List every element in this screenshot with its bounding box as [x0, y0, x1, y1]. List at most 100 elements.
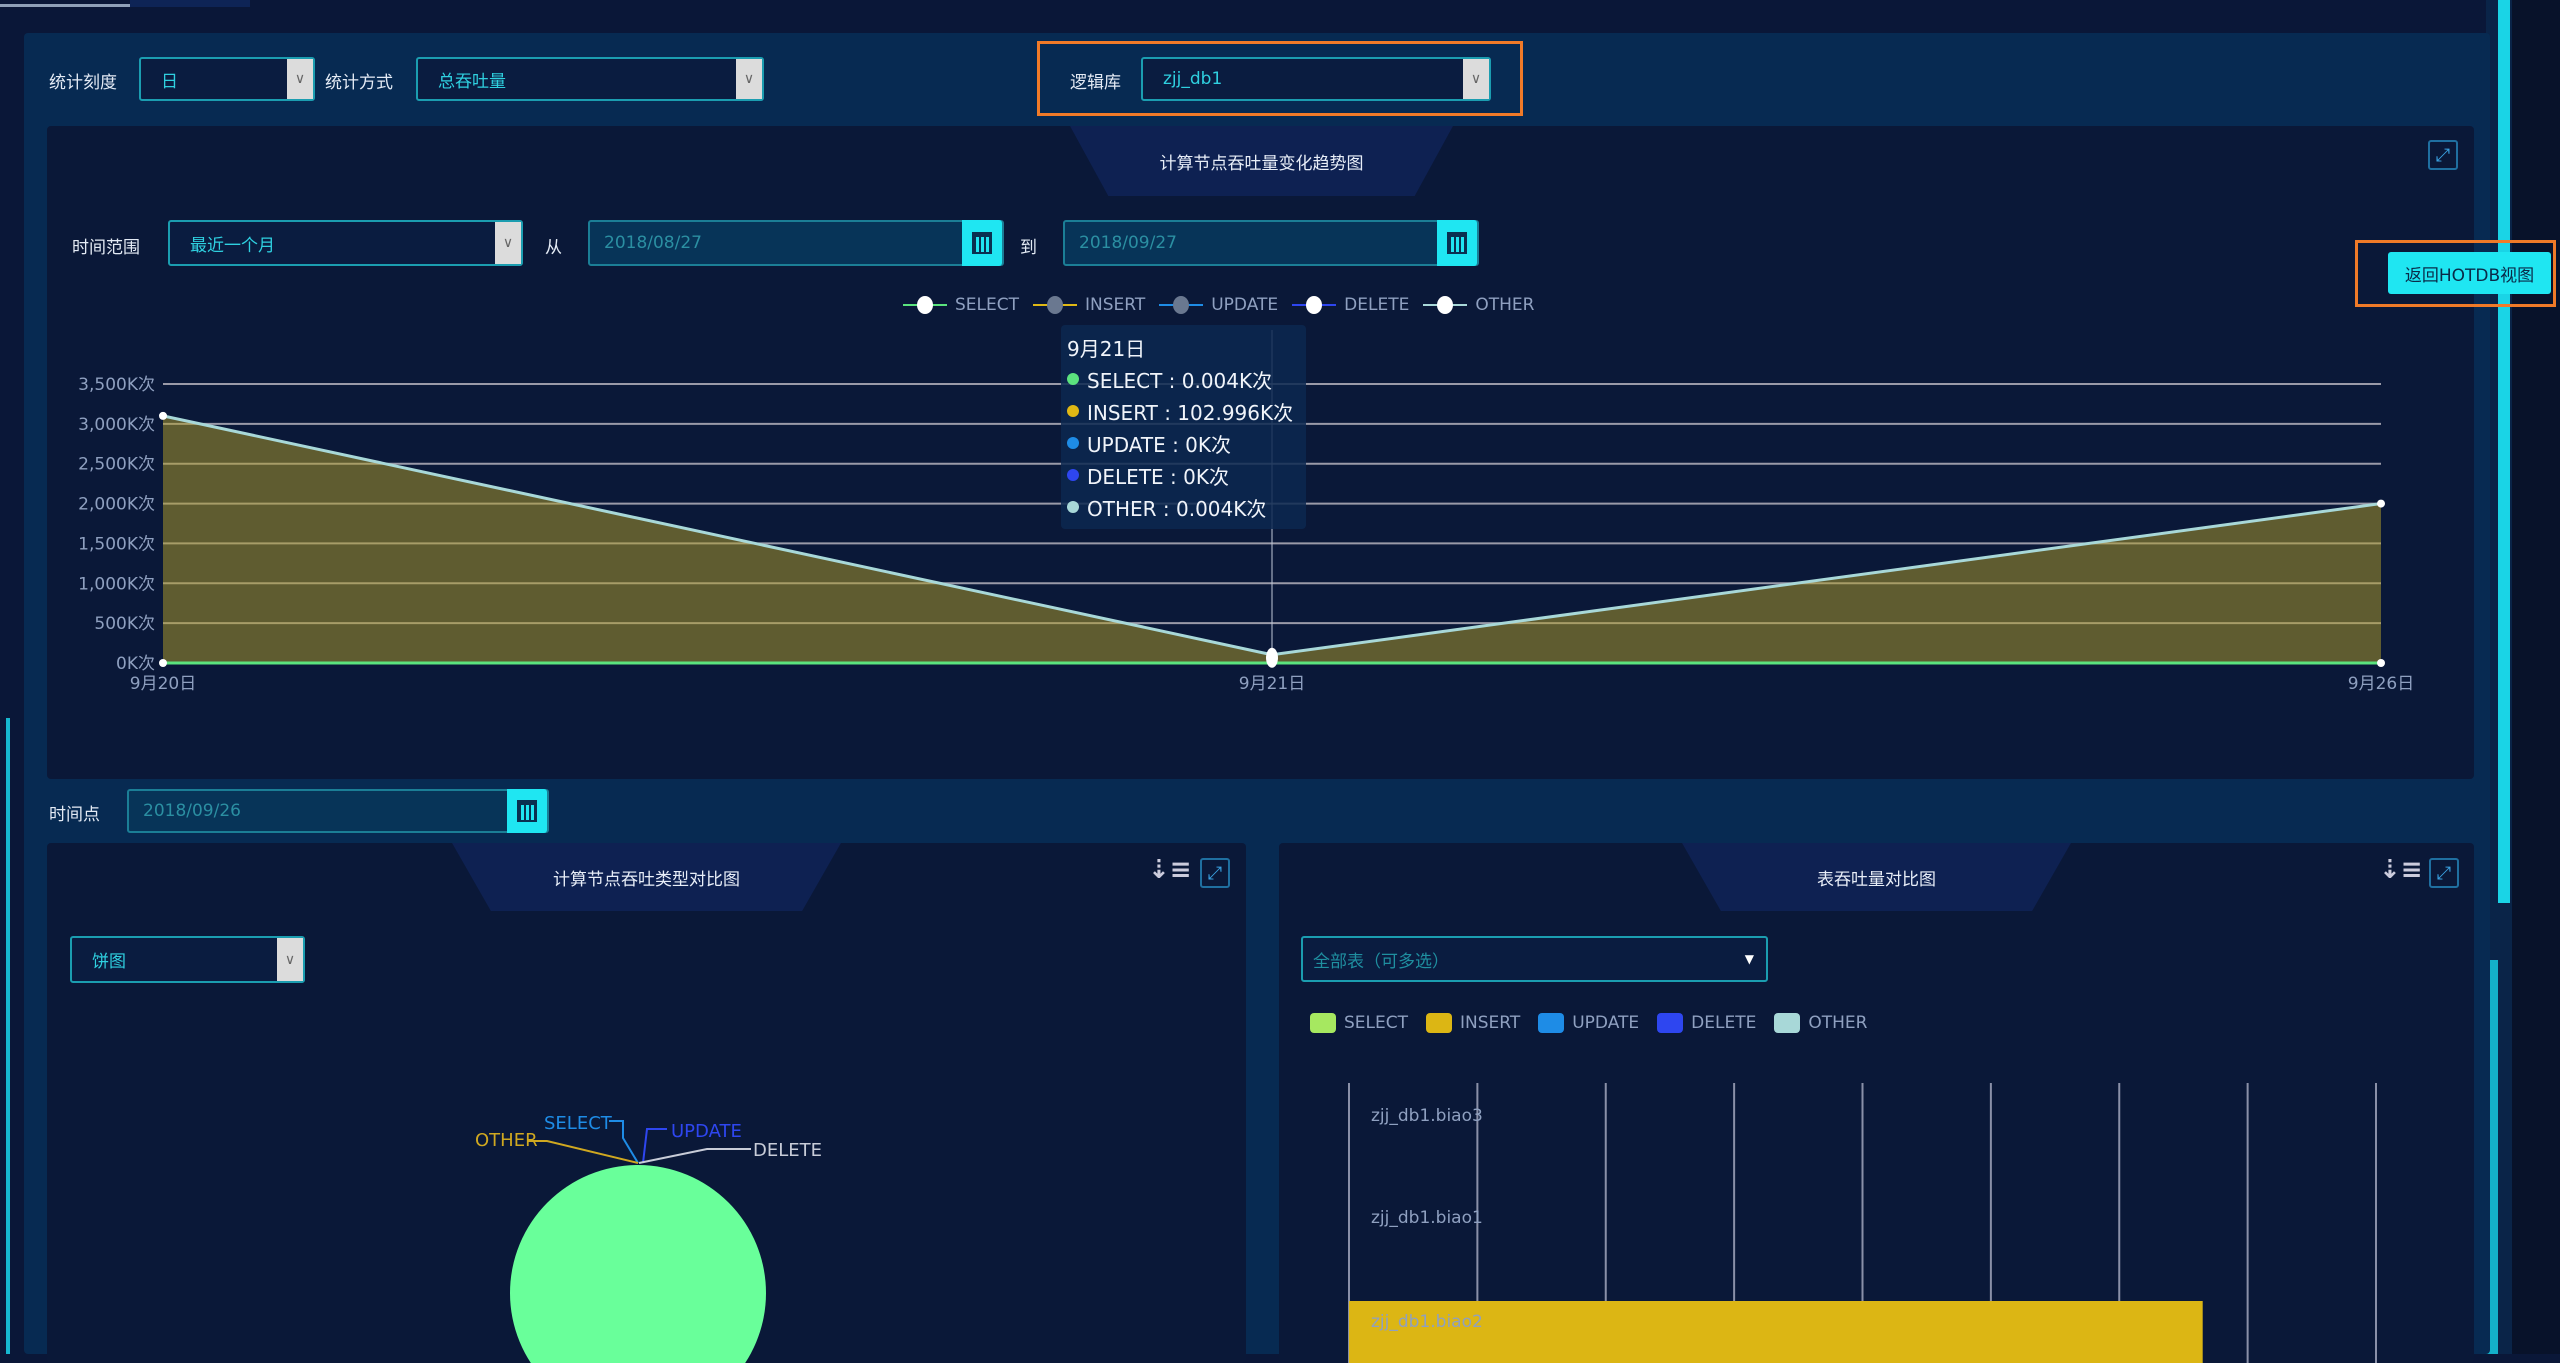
chart-type-select[interactable]: 饼图 ∨: [70, 936, 305, 983]
db-label: 逻辑库: [1070, 73, 1121, 93]
x-tick-label: 9月26日: [2348, 674, 2414, 694]
to-date-value: 2018/09/27: [1079, 233, 1177, 253]
legend-swatch: [1426, 1013, 1452, 1033]
legend-swatch: [1538, 1013, 1565, 1033]
legend-item-other[interactable]: OTHER: [1423, 295, 1534, 315]
tooltip-text: SELECT : 0.004K次: [1087, 368, 1273, 393]
legend-label: INSERT: [1085, 295, 1146, 315]
db-highlight-box: [1037, 41, 1523, 116]
data-point: [2377, 499, 2385, 508]
top-tab-2[interactable]: [130, 0, 250, 7]
legend-item-other[interactable]: OTHER: [1774, 1013, 1867, 1033]
top-tab[interactable]: [0, 0, 130, 7]
tooltip-row: OTHER : 0.004K次: [1067, 491, 1300, 523]
from-date-input[interactable]: 2018/08/27: [588, 220, 1004, 266]
legend-item-insert[interactable]: INSERT: [1033, 295, 1145, 315]
legend-item-delete[interactable]: DELETE: [1657, 1013, 1756, 1033]
legend-marker: [903, 296, 947, 314]
legend-swatch: [1657, 1013, 1684, 1033]
tooltip-text: DELETE : 0K次: [1087, 464, 1229, 489]
y-tick-label: 500K次: [94, 614, 155, 634]
from-label: 从: [545, 238, 562, 258]
chevron-down-icon: ∨: [736, 59, 762, 99]
trend-legend: SELECT INSERT UPDATE DELETE OTHER: [903, 295, 1534, 315]
caret-down-icon: ▼: [1744, 952, 1754, 966]
to-date-input[interactable]: 2018/09/27: [1063, 220, 1479, 266]
select-dot: [1067, 373, 1079, 385]
db-value: zjj_db1: [1163, 69, 1223, 89]
legend-item-select[interactable]: SELECT: [1310, 1013, 1408, 1033]
bar-panel: zjj_db1.biao3 zjj_db1.biao1 zjj_db1.biao2: [1279, 843, 2474, 1363]
legend-label: DELETE: [1691, 1013, 1757, 1033]
pie-label-other: OTHER: [475, 1130, 538, 1151]
timepoint-label: 时间点: [49, 805, 100, 825]
timepoint-date-input[interactable]: 2018/09/26: [127, 789, 549, 833]
scale-label: 统计刻度: [49, 73, 117, 93]
return-highlight-box: [2355, 240, 2556, 307]
timepoint-date-value: 2018/09/26: [143, 801, 241, 821]
expand-icon[interactable]: ⤢: [2429, 858, 2459, 888]
table-multiselect[interactable]: 全部表（可多选） ▼: [1301, 936, 1768, 982]
side-decoration: [2512, 0, 2560, 1354]
expand-icon[interactable]: ⤢: [1200, 858, 1230, 888]
left-edge-line: [6, 718, 10, 1354]
legend-swatch: [1310, 1013, 1336, 1033]
y-category-label: zjj_db1.biao2: [1371, 1312, 1483, 1332]
method-select[interactable]: 总吞吐量 ∨: [416, 57, 764, 101]
pie-label-line: [638, 1148, 751, 1164]
to-label: 到: [1020, 238, 1037, 258]
data-point: [159, 411, 167, 420]
legend-item-select[interactable]: SELECT: [903, 295, 1019, 315]
sort-icon[interactable]: ⇣≡: [2379, 855, 2423, 885]
calendar-icon[interactable]: [507, 789, 547, 833]
y-tick-label: 2,000K次: [78, 495, 155, 515]
y-tick-label: 2,500K次: [78, 455, 155, 475]
legend-item-insert[interactable]: INSERT: [1426, 1013, 1520, 1033]
legend-swatch: [1774, 1013, 1801, 1033]
chart-type-value: 饼图: [92, 952, 126, 972]
tooltip-row: INSERT : 102.996K次: [1067, 395, 1300, 427]
range-select[interactable]: 最近一个月 ∨: [168, 220, 523, 266]
return-hotdb-button[interactable]: 返回HOTDB视图: [2388, 252, 2551, 294]
table-select-value: 全部表（可多选）: [1313, 951, 1449, 972]
legend-label: INSERT: [1460, 1013, 1521, 1033]
pie-panel: SELECT UPDATE OTHER DELETE: [47, 843, 1246, 1363]
tooltip-text: INSERT : 102.996K次: [1087, 400, 1294, 425]
tooltip-text: UPDATE : 0K次: [1087, 432, 1232, 457]
chevron-down-icon: ∨: [287, 59, 313, 99]
tooltip-title: 9月21日: [1067, 336, 1146, 361]
scrollbar-thumb[interactable]: [2498, 0, 2510, 903]
data-point: [159, 659, 167, 667]
db-select[interactable]: zjj_db1 ∨: [1141, 57, 1491, 101]
tooltip-row: SELECT : 0.004K次: [1067, 363, 1300, 395]
calendar-icon[interactable]: [962, 220, 1002, 266]
other-dot: [1067, 501, 1079, 513]
bar-chart: zjj_db1.biao3 zjj_db1.biao1 zjj_db1.biao2: [1348, 1083, 2377, 1363]
range-label: 时间范围: [72, 238, 140, 258]
pie-label-select: SELECT: [544, 1113, 613, 1134]
x-tick-label: 9月21日: [1239, 674, 1305, 694]
chevron-down-icon: ∨: [1463, 59, 1489, 99]
bar-title: 表吞吐量对比图: [1682, 843, 2071, 911]
expand-icon[interactable]: ⤢: [2428, 140, 2458, 170]
sort-icon[interactable]: ⇣≡: [1148, 855, 1192, 885]
x-tick-label: 9月20日: [130, 674, 196, 694]
method-label: 统计方式: [325, 73, 393, 93]
legend-label: UPDATE: [1211, 295, 1279, 315]
legend-marker: [1033, 296, 1077, 314]
scale-select[interactable]: 日 ∨: [139, 57, 315, 101]
insert-dot: [1067, 405, 1079, 417]
data-point: [2377, 659, 2385, 667]
legend-item-update[interactable]: UPDATE: [1538, 1013, 1639, 1033]
pie-label-update: UPDATE: [671, 1121, 742, 1142]
legend-label: OTHER: [1475, 295, 1535, 315]
legend-item-update[interactable]: UPDATE: [1159, 295, 1278, 315]
legend-marker: [1292, 296, 1337, 314]
chevron-down-icon: ∨: [495, 222, 521, 264]
calendar-icon[interactable]: [1437, 220, 1477, 266]
pie-slice-select: [510, 1165, 766, 1363]
chart-tooltip: 9月21日 SELECT : 0.004K次 INSERT : 102.996K…: [1061, 325, 1306, 529]
legend-item-delete[interactable]: DELETE: [1292, 295, 1409, 315]
range-value: 最近一个月: [190, 235, 275, 256]
pie-label-line: [642, 1128, 667, 1164]
